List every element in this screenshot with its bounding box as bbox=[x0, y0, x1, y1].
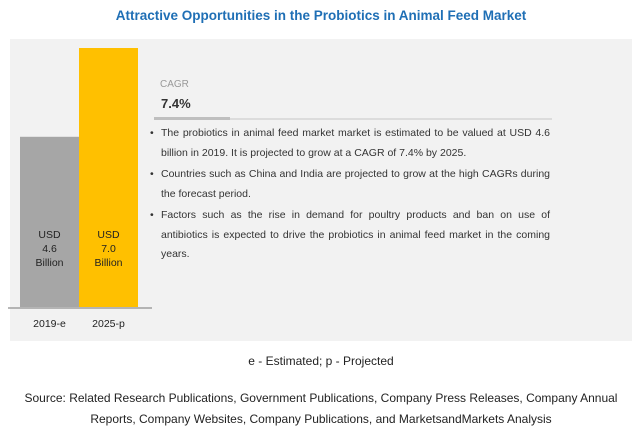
bullet-list: The probiotics in animal feed market mar… bbox=[150, 124, 550, 267]
x-tick-label: 2019-e bbox=[33, 318, 66, 330]
bar-2025-p bbox=[79, 48, 138, 307]
bar-2019-e bbox=[20, 136, 79, 307]
bullet-item: Factors such as the rise in demand for p… bbox=[150, 206, 550, 265]
bar-data-label: Billion bbox=[94, 257, 122, 269]
x-tick-label: 2025-p bbox=[92, 318, 125, 330]
footnote: e - Estimated; p - Projected bbox=[248, 354, 394, 368]
bar-data-label: Billion bbox=[35, 257, 63, 269]
bar-data-label: USD bbox=[97, 229, 120, 241]
bullet-item: Countries such as China and India are pr… bbox=[150, 165, 550, 204]
bar-data-label: 4.6 bbox=[42, 243, 57, 255]
bar-data-label: 7.0 bbox=[101, 243, 116, 255]
bullet-item: The probiotics in animal feed market mar… bbox=[150, 124, 550, 163]
cagr-label: CAGR bbox=[160, 79, 189, 90]
source-note: Source: Related Research Publications, G… bbox=[24, 391, 618, 426]
bar-data-label: USD bbox=[38, 229, 61, 241]
cagr-bar-fill bbox=[154, 117, 230, 120]
cagr-value: 7.4% bbox=[161, 96, 191, 111]
chart-title: Attractive Opportunities in the Probioti… bbox=[115, 8, 527, 23]
cagr-bar bbox=[154, 117, 552, 120]
